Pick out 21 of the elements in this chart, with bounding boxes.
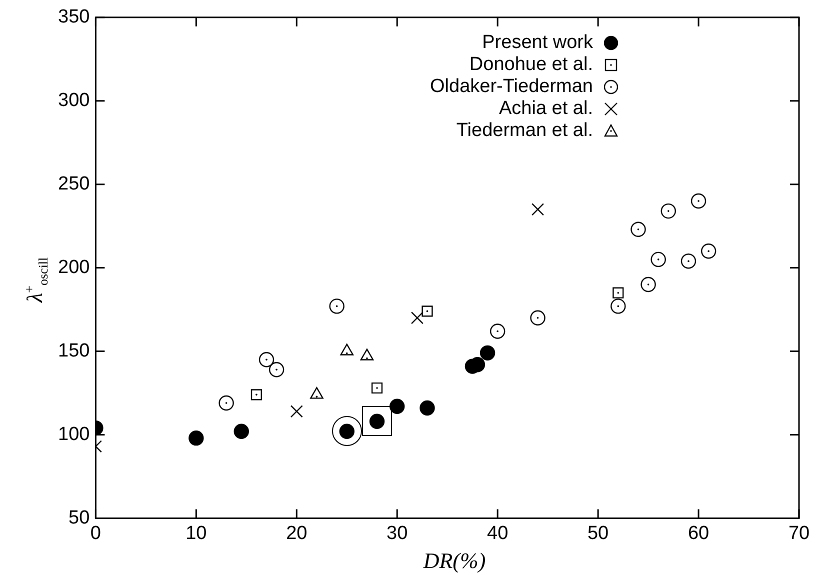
legend-label: Donohue et al. [469, 54, 593, 76]
x-tick-label: 30 [386, 522, 408, 544]
x-tick-label: 70 [788, 522, 810, 544]
y-tick-label: 300 [58, 90, 90, 112]
x-tick-label: 60 [688, 522, 710, 544]
y-tick-label: 350 [58, 6, 90, 28]
legend-label: Oldaker-Tiederman [430, 76, 593, 98]
x-tick-label: 50 [587, 522, 609, 544]
x-tick-label: 0 [90, 522, 101, 544]
y-tick-label: 150 [58, 340, 90, 362]
y-tick-label: 250 [58, 174, 90, 195]
x-tick-label: 10 [186, 522, 207, 544]
legend-label: Tiederman et al. [456, 120, 593, 142]
legend-label: Present work [482, 32, 593, 54]
x-tick-label: 40 [487, 522, 508, 544]
y-tick-label: 100 [58, 424, 90, 445]
y-tick-label: 50 [68, 507, 90, 528]
legend-label: Achia et al. [499, 98, 593, 120]
x-axis-title: DR(%) [422, 548, 487, 574]
x-tick-label: 20 [286, 522, 308, 544]
y-tick-label: 200 [58, 257, 90, 278]
